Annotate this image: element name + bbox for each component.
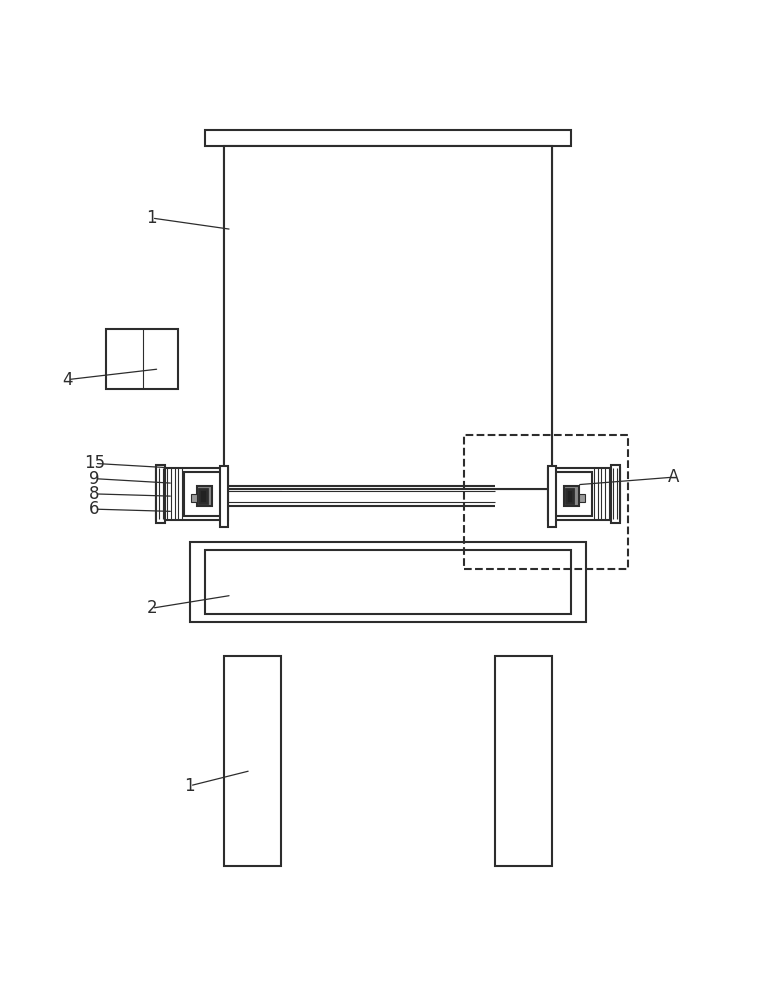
Bar bbox=[205, 550, 571, 614]
Bar bbox=[566, 489, 573, 503]
Bar bbox=[494, 138, 552, 489]
Bar bbox=[184, 472, 224, 516]
Bar bbox=[205, 130, 571, 146]
Bar bbox=[564, 486, 580, 506]
Bar bbox=[155, 465, 165, 523]
Bar bbox=[579, 494, 584, 502]
Bar bbox=[464, 435, 628, 569]
Text: 8: 8 bbox=[89, 485, 100, 503]
Bar bbox=[196, 486, 212, 506]
Text: 1: 1 bbox=[185, 777, 195, 795]
Bar bbox=[548, 468, 621, 520]
Text: 15: 15 bbox=[84, 454, 106, 472]
Bar bbox=[190, 542, 586, 622]
Bar bbox=[199, 489, 206, 503]
Bar bbox=[224, 656, 282, 866]
Bar bbox=[552, 472, 592, 516]
Bar bbox=[224, 146, 552, 489]
Bar bbox=[220, 466, 228, 527]
Text: 4: 4 bbox=[63, 371, 73, 389]
Text: 9: 9 bbox=[89, 470, 100, 488]
Bar bbox=[106, 329, 178, 389]
Text: 1: 1 bbox=[147, 209, 157, 227]
Bar bbox=[494, 656, 552, 866]
Bar bbox=[548, 466, 556, 527]
Bar bbox=[192, 494, 197, 502]
Bar bbox=[155, 468, 228, 520]
Text: 2: 2 bbox=[147, 599, 157, 617]
Text: A: A bbox=[668, 468, 680, 486]
Bar bbox=[224, 138, 282, 489]
Text: 6: 6 bbox=[89, 500, 100, 518]
Bar bbox=[611, 465, 621, 523]
